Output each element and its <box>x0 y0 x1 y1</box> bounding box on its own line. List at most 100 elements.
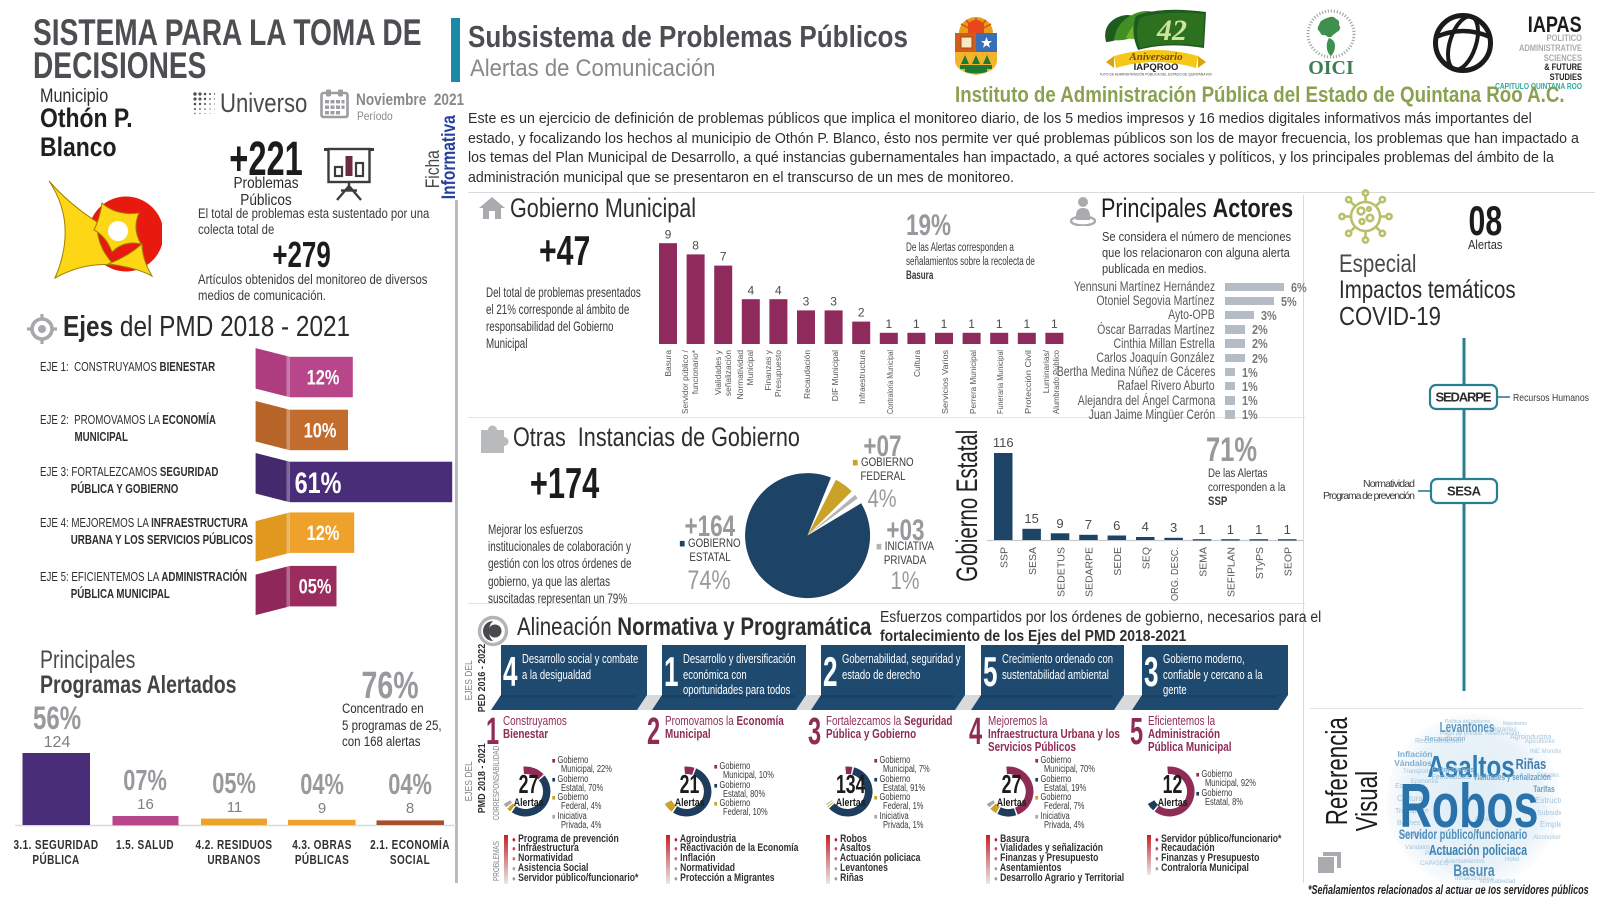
svg-text:Extorsiones: Extorsiones <box>1432 765 1475 774</box>
svg-text:Actuación policiaca: Actuación policiaca <box>1429 842 1528 858</box>
svg-text:Funeraria Municipal: Funeraria Municipal <box>995 350 1005 414</box>
svg-text:SESA: SESA <box>1027 547 1039 575</box>
svg-text:Migrantes: Migrantes <box>1490 727 1516 733</box>
svg-text:3: 3 <box>830 295 837 309</box>
svg-text:Municipal: Municipal <box>745 350 755 386</box>
svg-text:CAPASEG: CAPASEG <box>1420 861 1449 867</box>
svg-text:12%: 12% <box>307 521 340 544</box>
svg-text:DIF Municipal: DIF Municipal <box>830 350 840 401</box>
svg-text:OICI: OICI <box>1308 57 1354 78</box>
svg-text:Reconstrucción: Reconstrucción <box>1415 738 1463 745</box>
svg-text:15: 15 <box>1024 511 1038 526</box>
svg-text:Servicios Varios: Servicios Varios <box>940 350 950 414</box>
svg-text:Economía: Economía <box>1411 779 1439 785</box>
svg-text:3: 3 <box>1170 520 1177 535</box>
svg-text:Hotel: Hotel <box>1505 857 1519 863</box>
svg-text:Reactivación: Reactivación <box>1485 731 1519 737</box>
svg-text:42: 42 <box>1156 14 1187 47</box>
svg-text:Crisis: Crisis <box>1475 817 1490 823</box>
svg-text:INSTITUTO DE ADMINISTRACIÓN PÚ: INSTITUTO DE ADMINISTRACIÓN PÚBLICA DEL … <box>1100 72 1212 77</box>
svg-text:Luminarias/: Luminarias/ <box>1041 349 1051 393</box>
svg-text:Recursos Humanos: Recursos Humanos <box>1513 392 1589 404</box>
svg-text:Inflación: Inflación <box>1398 749 1433 759</box>
svg-text:7: 7 <box>1085 517 1092 532</box>
svg-text:Asentamientos: Asentamientos <box>1445 859 1485 865</box>
svg-text:Finanzas y: Finanzas y <box>763 349 773 390</box>
svg-text:9: 9 <box>665 229 672 242</box>
svg-text:Riñas: Riñas <box>1516 755 1547 772</box>
svg-text:1: 1 <box>913 317 920 331</box>
svg-text:SESA: SESA <box>1447 484 1482 499</box>
svg-text:Alcaldes: Alcaldes <box>1399 832 1426 839</box>
svg-text:Programa de prevención: Programa de prevención <box>1323 490 1415 502</box>
svg-text:SEDE: SEDE <box>1112 547 1124 576</box>
svg-text:Cultura: Cultura <box>1397 794 1423 803</box>
svg-text:1: 1 <box>1227 522 1234 537</box>
svg-text:Transporte: Transporte <box>1395 808 1429 815</box>
svg-text:Asaltos: Asaltos <box>1427 749 1514 784</box>
svg-text:Aniversario: Aniversario <box>1128 51 1183 63</box>
svg-text:Nepotismo: Nepotismo <box>1503 721 1527 727</box>
svg-text:Basura: Basura <box>663 350 673 377</box>
svg-text:SEDARPE: SEDARPE <box>1084 547 1096 597</box>
svg-text:4: 4 <box>747 284 754 298</box>
svg-text:STyPS: STyPS <box>1254 547 1266 579</box>
svg-text:1: 1 <box>996 317 1003 331</box>
svg-text:Servidor público /: Servidor público / <box>680 349 690 414</box>
svg-text:Pago de predial: Pago de predial <box>1440 731 1482 737</box>
svg-text:Agroindustria: Agroindustria <box>1510 734 1551 741</box>
svg-text:Recaudación: Recaudación <box>1425 736 1466 743</box>
svg-text:SEMA: SEMA <box>1197 547 1209 577</box>
svg-text:2: 2 <box>858 306 865 320</box>
svg-text:Fraudes: Fraudes <box>1537 773 1559 779</box>
svg-text:Perrera Municipal: Perrera Municipal <box>968 350 978 414</box>
svg-text:Servidor público/funcionario: Servidor público/funcionario <box>1399 827 1528 842</box>
svg-text:Vándalos: Vándalos <box>1405 845 1430 851</box>
svg-text:Prestadores: Prestadores <box>1425 851 1457 857</box>
svg-text:Infraestructura: Infraestructura <box>857 350 867 404</box>
svg-text:Infraestructura: Infraestructura <box>1455 876 1494 882</box>
svg-text:Normatividad: Normatividad <box>735 350 745 400</box>
svg-text:Baches: Baches <box>1397 820 1421 827</box>
svg-text:Contraloría Municipal: Contraloría Municipal <box>885 350 895 414</box>
svg-text:Normatividad: Normatividad <box>1363 478 1415 490</box>
svg-text:IAPQROO: IAPQROO <box>1134 62 1179 73</box>
svg-text:9: 9 <box>1056 516 1063 531</box>
svg-text:funcionario*: funcionario* <box>690 349 700 394</box>
svg-text:Robos: Robos <box>1400 772 1539 841</box>
svg-text:Empleo: Empleo <box>1540 820 1561 829</box>
svg-text:Vándalos: Vándalos <box>1394 758 1432 768</box>
svg-text:SEFIPLAN: SEFIPLAN <box>1226 547 1238 597</box>
svg-text:7: 7 <box>720 250 727 264</box>
svg-text:05%: 05% <box>299 575 332 598</box>
svg-text:61%: 61% <box>295 466 342 499</box>
svg-text:3: 3 <box>803 295 810 309</box>
svg-text:Tarifas: Tarifas <box>1533 784 1555 794</box>
svg-text:Presupuesto: Presupuesto <box>773 350 783 397</box>
svg-text:Ecocidios: Ecocidios <box>1395 783 1425 790</box>
svg-text:116: 116 <box>993 435 1014 450</box>
svg-text:Levantones: Levantones <box>1440 719 1495 735</box>
svg-text:1: 1 <box>1051 317 1058 331</box>
svg-text:8: 8 <box>692 239 699 253</box>
svg-text:1: 1 <box>1284 522 1291 537</box>
svg-text:Vialidades y: Vialidades y <box>713 349 723 395</box>
svg-text:10%: 10% <box>304 419 337 442</box>
svg-text:Apicultores: Apicultores <box>1525 739 1555 745</box>
svg-text:4: 4 <box>775 284 782 298</box>
svg-text:Basura: Basura <box>1453 862 1495 880</box>
svg-text:12%: 12% <box>307 366 340 389</box>
svg-text:Cultura: Cultura <box>912 350 922 377</box>
svg-text:1: 1 <box>941 317 948 331</box>
svg-text:Recaudación: Recaudación <box>802 350 812 399</box>
svg-text:Estructura vial: Estructura vial <box>1535 796 1561 805</box>
svg-text:1: 1 <box>885 317 892 331</box>
svg-text:INE Mondragón: INE Mondragón <box>1530 749 1561 755</box>
svg-text:1: 1 <box>968 317 975 331</box>
svg-text:SEDETUS: SEDETUS <box>1055 547 1067 597</box>
svg-text:Alumbrado Público: Alumbrado Público <box>1051 350 1061 414</box>
svg-text:Subsidios: Subsidios <box>1537 810 1561 817</box>
svg-text:1: 1 <box>1198 522 1205 537</box>
svg-text:ORG. DESC.: ORG. DESC. <box>1169 547 1181 601</box>
svg-text:Protección Civil: Protección Civil <box>1023 350 1033 414</box>
